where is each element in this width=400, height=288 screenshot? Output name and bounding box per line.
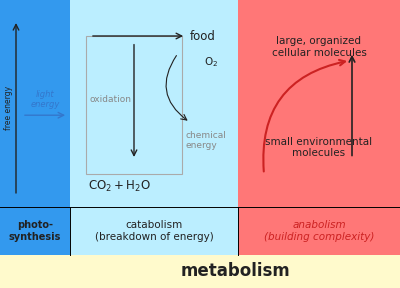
Text: O$_2$: O$_2$ xyxy=(204,55,218,69)
Text: large, organized
cellular molecules: large, organized cellular molecules xyxy=(272,36,366,58)
Text: photo-
synthesis: photo- synthesis xyxy=(9,220,61,242)
Text: catabolism
(breakdown of energy): catabolism (breakdown of energy) xyxy=(95,220,213,242)
Bar xyxy=(0,0,70,255)
Bar xyxy=(238,0,400,255)
Bar xyxy=(0,255,400,288)
Text: small environmental
molecules: small environmental molecules xyxy=(266,137,372,158)
Bar xyxy=(70,0,238,255)
Text: $\mathregular{CO_2+H_2O}$: $\mathregular{CO_2+H_2O}$ xyxy=(88,179,151,194)
Text: oxidation: oxidation xyxy=(90,95,132,104)
Text: metabolism: metabolism xyxy=(180,262,290,281)
Bar xyxy=(86,36,182,174)
Text: free energy: free energy xyxy=(4,86,13,130)
Text: food: food xyxy=(190,29,216,43)
Text: anabolism
(building complexity): anabolism (building complexity) xyxy=(264,220,374,242)
Text: light
energy: light energy xyxy=(30,90,60,109)
Text: chemical
energy: chemical energy xyxy=(186,131,227,150)
